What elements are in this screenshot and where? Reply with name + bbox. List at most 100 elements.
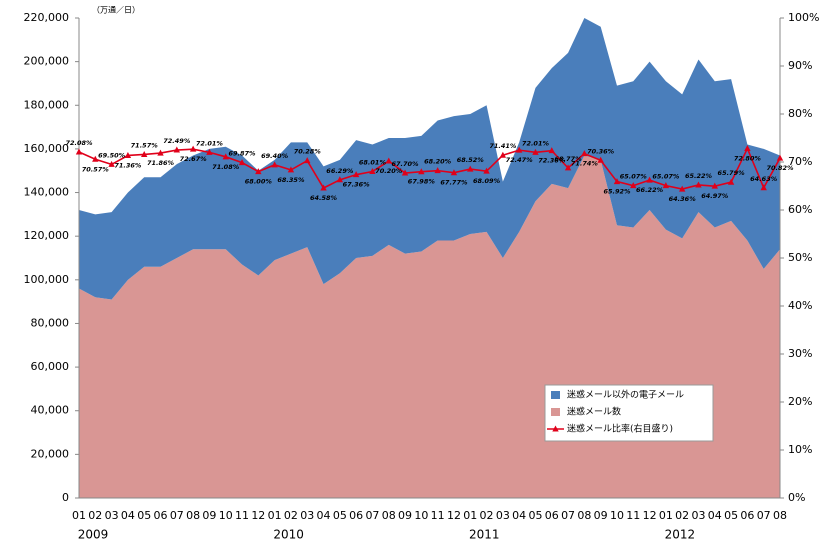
unit-label: （万通／日） [92, 5, 140, 15]
x-tick-label: 10 [610, 509, 624, 522]
ratio-marker [369, 168, 376, 175]
value-label: 68.77% [555, 155, 583, 163]
ratio-marker [662, 182, 670, 189]
x-tick-label: 12 [447, 509, 461, 522]
x-tick-label: 06 [545, 509, 559, 522]
value-label: 70.57% [82, 165, 110, 173]
ratio-marker [548, 147, 555, 154]
value-label: 66.22% [636, 186, 664, 194]
x-tick-label: 07 [561, 509, 575, 522]
x-tick-label: 07 [170, 509, 184, 522]
value-label: 72.80% [734, 155, 762, 163]
value-label: 65.07% [620, 173, 648, 181]
y-tick-label: 100,000 [24, 273, 70, 286]
x-tick-label: 11 [626, 509, 640, 522]
y2-tick-label: 10% [788, 443, 812, 456]
ratio-marker [467, 165, 474, 172]
ratio-marker [581, 150, 588, 157]
y2-tick-label: 70% [788, 155, 812, 168]
x-tick-label: 10 [414, 509, 428, 522]
value-label: 72.36% [538, 157, 566, 165]
value-label: 68.20% [424, 158, 452, 166]
x-tick-label: 08 [186, 509, 200, 522]
ratio-marker [287, 166, 295, 173]
ratio-marker [532, 148, 539, 155]
ratio-marker [760, 184, 767, 191]
value-label: 68.00% [245, 178, 273, 186]
value-label: 70.20% [375, 167, 403, 175]
ratio-marker [401, 169, 409, 176]
value-label: 64.97% [701, 192, 729, 200]
y-tick-label: 40,000 [31, 404, 70, 417]
ratio-marker [450, 169, 458, 176]
value-label: 68.52% [457, 156, 485, 164]
legend-swatch [551, 408, 560, 416]
value-label: 65.07% [652, 173, 680, 181]
x-tick-label: 03 [496, 509, 510, 522]
ratio-marker [271, 161, 278, 168]
x-tick-label: 02 [675, 509, 689, 522]
ratio-marker [222, 153, 229, 160]
x-tick-label: 01 [72, 509, 86, 522]
value-label: 67.98% [408, 178, 436, 186]
y2-tick-label: 20% [788, 395, 812, 408]
ratio-marker [727, 178, 735, 185]
y2-tick-label: 80% [788, 107, 812, 120]
ratio-marker [75, 148, 83, 155]
y-tick-label: 60,000 [31, 360, 70, 373]
value-label: 71.36% [114, 161, 142, 169]
ratio-marker [613, 178, 621, 185]
value-label: 68.01% [359, 159, 387, 167]
ratio-marker [695, 181, 702, 188]
y2-tick-label: 40% [788, 299, 812, 312]
ratio-marker [255, 168, 262, 175]
ratio-marker [744, 145, 751, 152]
ratio-marker [630, 182, 637, 189]
ratio-marker [418, 168, 425, 175]
legend-box [544, 384, 714, 442]
legend-swatch [551, 391, 560, 399]
value-label: 72.08% [65, 139, 93, 147]
y2-tick-label: 30% [788, 347, 812, 360]
x-tick-label: 04 [512, 509, 526, 522]
year-label: 2010 [273, 528, 304, 542]
value-label: 65.79% [718, 169, 746, 177]
ratio-marker [173, 146, 181, 153]
year-label: 2009 [78, 528, 109, 542]
value-label: 64.63% [750, 175, 778, 183]
x-tick-label: 12 [643, 509, 657, 522]
value-label: 72.67% [180, 155, 208, 163]
value-label: 68.35% [277, 176, 305, 184]
value-label: 67.77% [440, 179, 468, 187]
legend-label: 迷惑メール以外の電子メール [567, 389, 684, 401]
value-label: 65.92% [603, 188, 631, 196]
x-tick-label: 08 [773, 509, 787, 522]
y-tick-label: 200,000 [24, 55, 70, 68]
x-tick-label: 04 [708, 509, 722, 522]
ratio-marker [499, 151, 507, 158]
x-tick-label: 11 [431, 509, 445, 522]
ratio-marker [776, 154, 784, 161]
value-label: 70.36% [587, 147, 615, 155]
value-label: 71.41% [489, 142, 517, 150]
x-tick-label: 09 [594, 509, 608, 522]
x-tick-label: 07 [757, 509, 771, 522]
ratio-marker [206, 148, 213, 155]
value-label: 66.29% [326, 167, 354, 175]
ratio-marker [108, 160, 115, 167]
value-label: 67.36% [343, 181, 371, 189]
x-tick-label: 09 [398, 509, 412, 522]
y2-tick-label: 90% [788, 59, 812, 72]
ratio-marker [597, 156, 604, 163]
value-label: 65.22% [685, 172, 713, 180]
y-tick-label: 80,000 [31, 316, 70, 329]
ratio-marker [515, 146, 523, 153]
x-tick-label: 05 [528, 509, 542, 522]
ratio-marker [141, 150, 148, 157]
x-tick-label: 01 [463, 509, 477, 522]
x-tick-label: 03 [105, 509, 119, 522]
value-label: 64.58% [310, 194, 338, 202]
ratio-marker [385, 157, 392, 164]
x-tick-label: 11 [235, 509, 249, 522]
ratio-marker [320, 184, 327, 191]
